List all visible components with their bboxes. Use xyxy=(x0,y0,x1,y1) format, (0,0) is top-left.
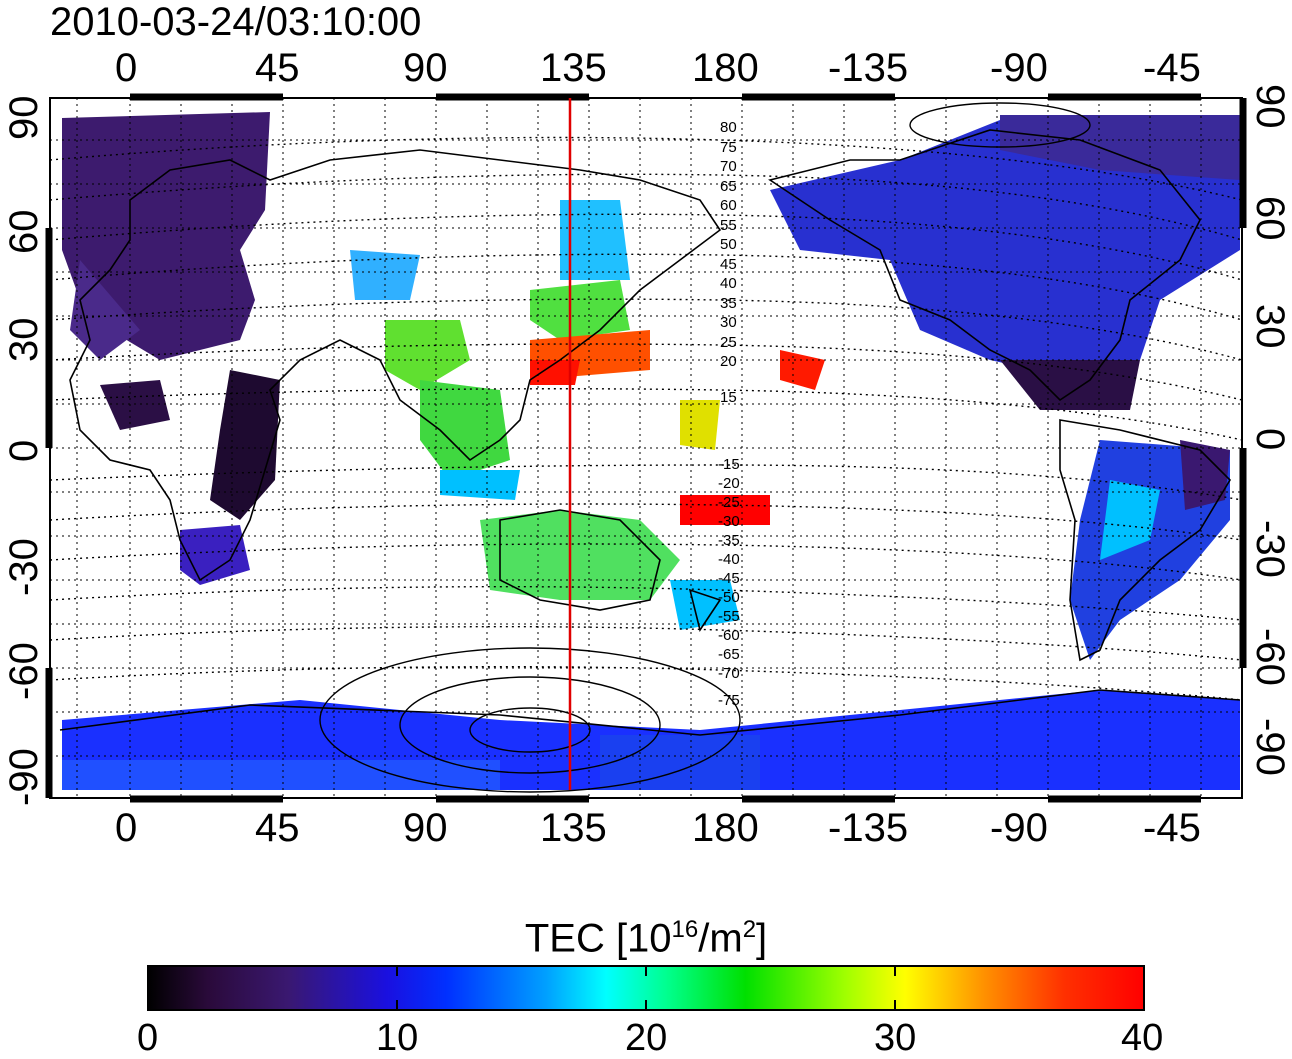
contour-label: -55 xyxy=(718,608,740,625)
timestamp-title: 2010-03-24/03:10:00 xyxy=(50,0,422,44)
contour-label: 25 xyxy=(720,333,737,351)
y-tick-left: 60 xyxy=(2,209,46,255)
x-tick-bottom: 90 xyxy=(403,806,448,850)
contour-label: 20 xyxy=(720,353,737,370)
contour-label: -35 xyxy=(718,532,740,549)
x-tick-bottom: 135 xyxy=(540,806,607,850)
contour-label: 50 xyxy=(720,236,737,253)
colorbar-tick-label: 30 xyxy=(874,1017,917,1059)
colorbar-label: TEC [1016/m2] xyxy=(524,916,768,961)
y-tick-right: 30 xyxy=(1248,304,1292,349)
colorbar-tick-label: 20 xyxy=(625,1017,668,1059)
contour-label: -20 xyxy=(718,475,740,492)
colorbar-tick-label: 0 xyxy=(137,1017,159,1059)
y-tick-left: -90 xyxy=(2,748,46,806)
contour-label: 80 xyxy=(720,119,737,136)
x-tick-top: 135 xyxy=(540,46,607,90)
colorbar-ticks xyxy=(396,966,896,1010)
contour-label: 60 xyxy=(720,197,737,214)
contour-label: 40 xyxy=(720,275,737,292)
x-tick-bottom: 180 xyxy=(692,806,759,850)
y-tick-left: 90 xyxy=(2,95,46,141)
y-tick-right: 90 xyxy=(1248,84,1292,129)
frame-ticks xyxy=(45,93,1247,803)
y-tick-left: -30 xyxy=(2,538,46,596)
x-tick-top: 0 xyxy=(115,46,138,90)
contour-label: -40 xyxy=(718,551,740,568)
contour-label: -30 xyxy=(718,513,740,530)
contour-label: -15 xyxy=(718,456,740,473)
x-tick-bottom: -135 xyxy=(828,806,909,850)
colorbar-tick-label: 10 xyxy=(376,1017,419,1059)
contour-label: 75 xyxy=(720,138,737,156)
contour-label: -65 xyxy=(718,646,740,663)
contour-labels-south: -15 -20 -25 -30 -35 -40 -45 -50 -55 -60 … xyxy=(718,455,740,710)
y-tick-right: -60 xyxy=(1248,628,1292,686)
contour-label: 30 xyxy=(720,314,737,331)
x-tick-top: 90 xyxy=(403,46,448,90)
x-tick-bottom: -45 xyxy=(1143,806,1201,850)
x-tick-bottom: -90 xyxy=(990,806,1048,850)
x-tick-top: -45 xyxy=(1143,46,1201,90)
y-tick-left: 30 xyxy=(2,317,46,363)
contour-label: -75 xyxy=(718,692,740,709)
contour-label: -70 xyxy=(718,665,740,682)
x-tick-top: -135 xyxy=(828,46,909,90)
y-tick-right: -30 xyxy=(1248,520,1292,578)
contour-label: -60 xyxy=(718,627,740,644)
grid xyxy=(50,98,1242,798)
polar-contours xyxy=(319,102,1091,793)
x-tick-top: 180 xyxy=(692,46,759,90)
contour-label: 55 xyxy=(720,216,737,234)
contour-label: -25 xyxy=(718,494,740,511)
x-tick-top: 45 xyxy=(255,46,300,90)
contour-label: 35 xyxy=(720,294,737,312)
y-tick-left: -60 xyxy=(2,642,46,700)
x-tick-bottom: 0 xyxy=(115,806,138,850)
x-tick-bottom: 45 xyxy=(255,806,300,850)
contour-label: 45 xyxy=(720,255,737,273)
y-tick-right: -90 xyxy=(1248,718,1292,776)
contour-label: -50 xyxy=(718,589,740,606)
y-tick-left: 0 xyxy=(2,439,46,462)
contour-label: -45 xyxy=(718,570,740,587)
contour-labels-north: 80 75 70 65 60 55 50 45 40 35 30 25 20 1… xyxy=(720,118,737,407)
contour-label: 70 xyxy=(720,158,737,175)
contour-label: 15 xyxy=(720,388,737,406)
contour-label: 65 xyxy=(720,177,737,195)
y-tick-right: 60 xyxy=(1248,196,1292,241)
colorbar-tick-label: 40 xyxy=(1121,1017,1164,1059)
y-tick-right: 0 xyxy=(1248,428,1292,451)
coastlines xyxy=(59,129,1241,736)
x-tick-top: -90 xyxy=(990,46,1048,90)
